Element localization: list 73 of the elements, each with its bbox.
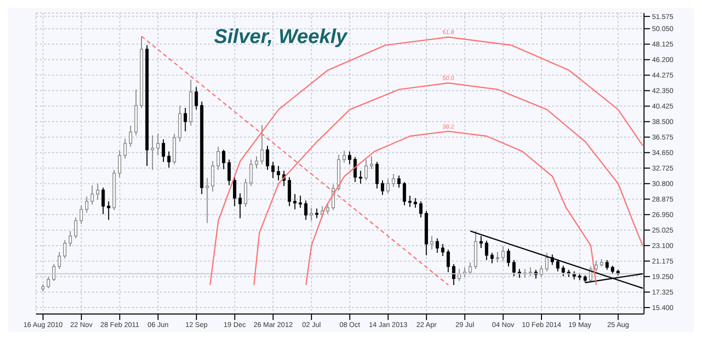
candlestick [232,176,236,207]
candlestick [436,238,439,254]
candlestick [479,235,483,249]
candlestick [118,150,122,178]
candlestick [266,145,270,170]
candlestick [249,158,253,187]
candlestick [506,248,510,268]
candlestick [386,178,390,194]
candlestick [254,156,258,169]
candlestick [74,216,78,239]
candlestick [244,178,248,208]
candlestick [375,161,379,189]
candlestick [293,194,296,210]
candlestick [46,276,50,289]
candlestick [556,258,560,272]
candlestick [490,252,494,264]
candlestick [68,230,72,247]
candlestick [414,198,418,208]
candlestick [397,175,401,188]
candlestick [123,138,127,160]
candlestick [452,264,456,286]
candlestick [271,161,275,178]
candlestick [562,265,565,277]
candlestick [107,200,110,220]
candlestick [276,165,280,181]
candlestick [167,150,171,168]
candlestick [260,124,264,165]
candlestick [392,173,396,188]
candlestick [80,204,83,224]
candlestick [353,156,357,183]
candlestick [605,260,609,270]
candlestick [380,180,384,196]
candlestick [128,125,132,148]
candlestick [419,200,422,218]
candlestick [441,243,444,257]
candlestick [194,86,198,110]
candlestick [58,252,61,270]
candlestick [370,156,374,170]
candlestick [512,260,516,277]
candlestick [540,265,543,278]
candlestick [228,158,231,186]
candlestick [90,184,94,206]
candlestick [211,160,214,192]
candlestick [162,138,166,162]
candlestick [216,146,220,170]
candlestick [85,196,88,214]
candlestick [501,246,505,262]
text: Silver, Weekly [214,26,348,48]
candlestick [63,239,66,259]
candlestick [484,240,488,261]
candlestick [288,176,292,207]
candlestick [222,149,226,170]
candlestick [315,208,318,219]
candlestick [594,260,598,272]
candlestick [304,200,308,220]
candlestick [298,195,302,208]
candlestick [310,207,313,222]
candlestick [468,262,472,276]
candlestick [184,107,187,132]
candlestick [364,158,368,181]
candlestick [238,192,242,219]
candlestick [156,133,160,156]
candlestick [52,264,56,282]
candlestick [96,183,100,200]
candlestick [463,266,466,278]
candlestick [446,249,450,273]
candlestick [102,187,105,215]
candlestick [348,150,352,165]
candlestick [430,235,434,250]
candlestick [402,182,406,206]
candlestick [206,177,209,224]
candlestick [342,150,346,164]
candlestick [545,252,548,272]
